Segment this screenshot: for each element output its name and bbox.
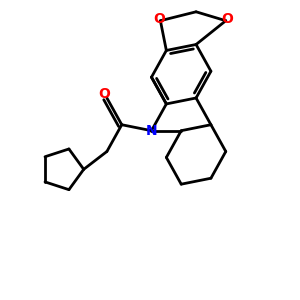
Text: O: O [153,12,165,26]
Text: N: N [146,124,157,138]
Text: O: O [221,12,233,26]
Text: O: O [98,87,110,101]
